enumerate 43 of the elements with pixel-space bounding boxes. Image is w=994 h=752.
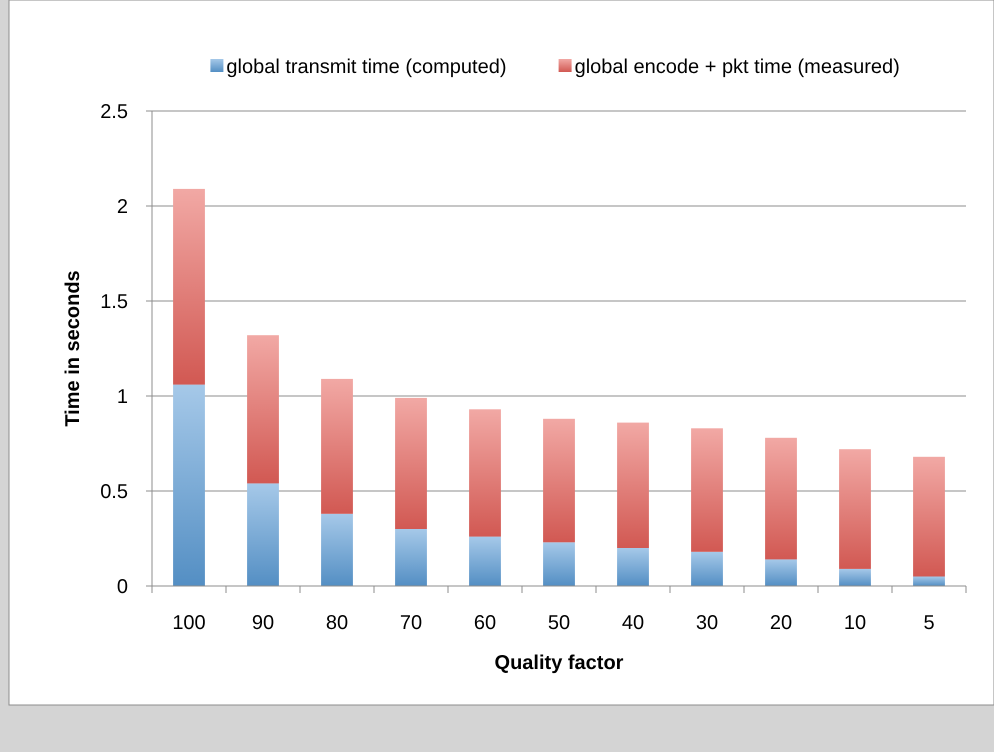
bar	[913, 576, 945, 586]
x-tick-label: 90	[252, 612, 274, 634]
x-tick-label: 20	[770, 612, 792, 634]
bar	[913, 456, 945, 576]
bar	[691, 428, 723, 552]
bar	[395, 398, 427, 529]
bar	[469, 409, 501, 537]
bar	[765, 438, 797, 560]
bar	[247, 335, 279, 484]
bar	[173, 384, 205, 586]
bar	[395, 529, 427, 586]
x-tick-label: 80	[326, 612, 348, 634]
y-tick-label: 1.5	[100, 291, 128, 313]
y-tick-label: 2.5	[100, 101, 128, 123]
legend-label: global encode + pkt time (measured)	[574, 56, 900, 78]
bar	[765, 559, 797, 586]
y-tick-label: 2	[116, 196, 128, 218]
x-axis-title: Quality factor	[494, 652, 624, 674]
bar	[839, 449, 871, 569]
bar	[691, 552, 723, 586]
y-tick-label: 0	[116, 576, 128, 598]
x-tick-label: 10	[844, 612, 866, 634]
bar	[247, 483, 279, 586]
x-tick-label: 30	[696, 612, 718, 634]
x-tick-label: 40	[622, 612, 644, 634]
x-tick-label: 5	[923, 612, 935, 634]
x-tick-label: 70	[400, 612, 422, 634]
legend-label: global transmit time (computed)	[226, 56, 507, 78]
y-tick-label: 0.5	[100, 481, 128, 503]
bar	[839, 568, 871, 586]
bar	[321, 378, 353, 514]
x-tick-label: 60	[474, 612, 496, 634]
y-tick-label: 1	[116, 386, 128, 408]
x-tick-label: 100	[172, 612, 206, 634]
y-axis-title: Time in seconds	[62, 270, 84, 427]
bar	[543, 542, 575, 586]
bar	[321, 514, 353, 586]
bar	[173, 188, 205, 385]
bar	[469, 536, 501, 586]
bar	[617, 422, 649, 548]
bar	[543, 418, 575, 542]
bar	[617, 548, 649, 586]
x-tick-label: 50	[548, 612, 570, 634]
